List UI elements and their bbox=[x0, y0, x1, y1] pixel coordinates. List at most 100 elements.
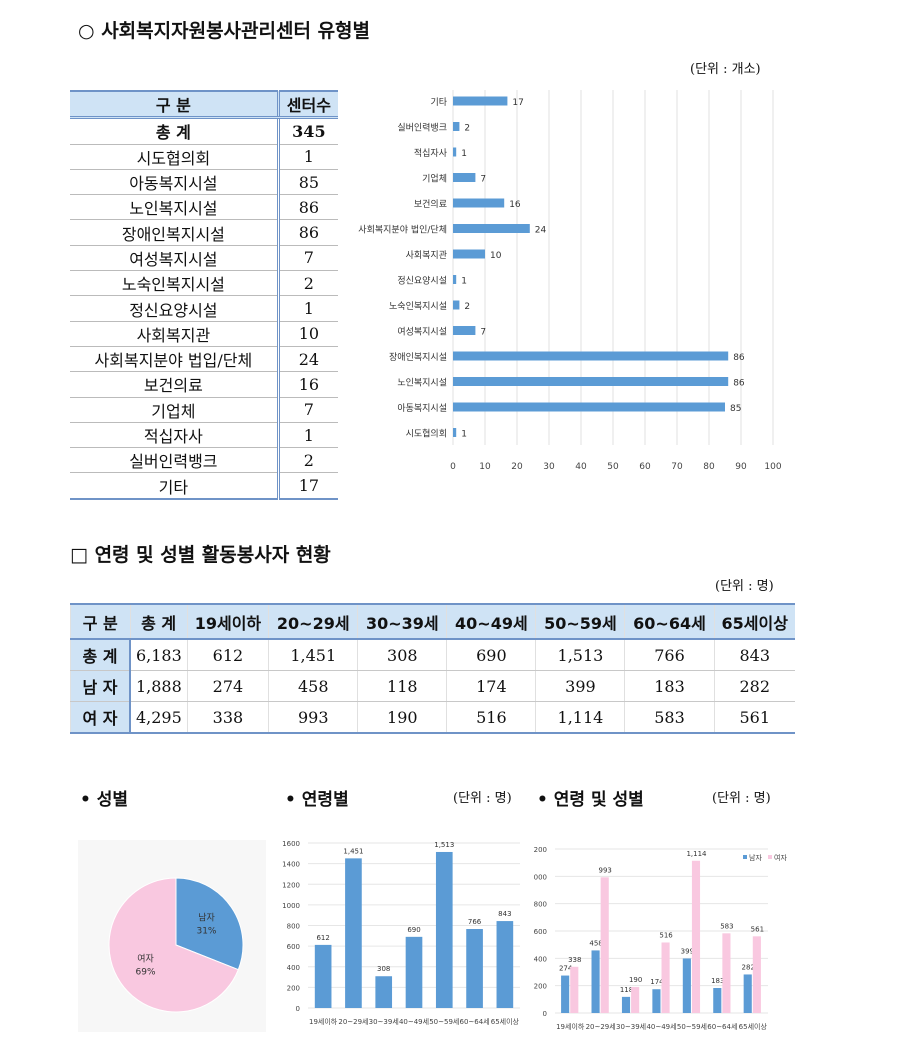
gender-subhead: • 성별 bbox=[80, 790, 129, 810]
table-row: 남 자 1,888 274 458 118 174 399 183 282 bbox=[70, 670, 795, 702]
bar bbox=[713, 987, 722, 1013]
y-tick-label: 1000 bbox=[533, 873, 547, 881]
x-tick-label: 30~39세 bbox=[616, 1022, 646, 1031]
data-label: 561 bbox=[751, 925, 764, 933]
x-tick-label: 50 bbox=[607, 462, 619, 472]
slice-label: 남자 bbox=[198, 912, 215, 923]
data-label: 1,513 bbox=[434, 841, 454, 849]
y-tick-label: 200 bbox=[287, 984, 300, 992]
table-cell: 86 bbox=[276, 219, 338, 246]
y-tick-label: 200 bbox=[534, 983, 547, 991]
bar bbox=[752, 936, 761, 1013]
table-cell: 총 계 bbox=[129, 603, 188, 640]
data-label: 183 bbox=[711, 977, 724, 985]
data-label: 190 bbox=[629, 976, 642, 984]
bar bbox=[743, 974, 752, 1013]
table-cell: 노인복지시설 bbox=[70, 194, 279, 221]
x-tick-label: 20~29세 bbox=[586, 1022, 616, 1031]
y-tick-label: 600 bbox=[534, 928, 547, 936]
bar bbox=[453, 351, 729, 361]
y-tick-label: 800 bbox=[287, 923, 300, 931]
bar bbox=[453, 198, 505, 208]
y-tick-label: 800 bbox=[534, 901, 547, 909]
table-cell: 1,513 bbox=[535, 639, 625, 671]
table-row: 총 계 6,183 612 1,451 308 690 1,513 766 843 bbox=[70, 639, 795, 671]
data-label: 282 bbox=[742, 963, 755, 971]
data-label: 7 bbox=[480, 175, 486, 185]
table-cell: 282 bbox=[713, 670, 795, 702]
y-tick-label: 1000 bbox=[282, 902, 300, 910]
table-cell: 20~29세 bbox=[268, 603, 358, 640]
x-tick-label: 80 bbox=[703, 462, 715, 472]
age-gender-unit: (단위 : 명) bbox=[712, 791, 771, 806]
table-cell: 17 bbox=[276, 472, 338, 500]
table-cell: 구 분 bbox=[70, 90, 279, 120]
x-tick-label: 60 bbox=[639, 462, 651, 472]
data-label: 85 bbox=[730, 404, 741, 414]
x-tick-label: 30~39세 bbox=[369, 1017, 399, 1026]
x-tick-label: 40 bbox=[575, 462, 587, 472]
table-row: 아동복지시설 85 bbox=[70, 169, 338, 196]
table-cell: 2 bbox=[276, 270, 338, 297]
table-row: 장애인복지시설 86 bbox=[70, 219, 338, 246]
table-cell: 기타 bbox=[70, 472, 279, 500]
bar bbox=[435, 851, 453, 1008]
category-label: 아동복지시설 bbox=[397, 403, 447, 414]
bar bbox=[453, 428, 457, 437]
bar bbox=[453, 402, 725, 412]
table-cell: 766 bbox=[624, 639, 715, 671]
table-cell: 19세이하 bbox=[186, 603, 269, 640]
y-tick-label: 400 bbox=[287, 964, 300, 972]
data-label: 174 bbox=[650, 978, 664, 986]
table-cell: 86 bbox=[276, 194, 338, 221]
table-cell: 612 bbox=[186, 639, 269, 671]
category-label: 실버인력뱅크 bbox=[397, 122, 447, 134]
x-tick-label: 10 bbox=[479, 462, 491, 472]
table-cell: 40~49세 bbox=[446, 603, 536, 640]
x-tick-label: 19세이하 bbox=[309, 1017, 338, 1026]
x-tick-label: 50~59세 bbox=[677, 1022, 707, 1031]
legend-label: 남자 bbox=[749, 853, 762, 862]
table-cell: 24 bbox=[276, 346, 338, 373]
y-tick-label: 1600 bbox=[282, 840, 300, 848]
table-row: 총 계 345 bbox=[70, 117, 338, 145]
bar bbox=[496, 921, 514, 1008]
data-label: 1 bbox=[461, 149, 467, 159]
legend-swatch bbox=[768, 855, 772, 859]
table-cell: 2 bbox=[276, 447, 338, 474]
table-cell: 남 자 bbox=[70, 670, 131, 702]
table-cell: 노숙인복지시설 bbox=[70, 270, 279, 297]
table-row: 기타 17 bbox=[70, 472, 338, 500]
category-label: 정신요양시설 bbox=[397, 276, 447, 287]
x-tick-label: 65세이상 bbox=[739, 1022, 768, 1031]
category-label: 기업체 bbox=[422, 174, 447, 185]
table-cell: 190 bbox=[357, 701, 447, 734]
category-label: 보건의료 bbox=[414, 199, 447, 210]
table-row: 노인복지시설 86 bbox=[70, 194, 338, 221]
bar bbox=[453, 275, 457, 284]
table-row: 적십자사 1 bbox=[70, 422, 338, 449]
data-label: 1,114 bbox=[686, 850, 707, 858]
table-cell: 총 계 bbox=[70, 639, 131, 671]
table-cell: 30~39세 bbox=[357, 603, 447, 640]
table-row: 여성복지시설 7 bbox=[70, 245, 338, 272]
data-label: 118 bbox=[620, 986, 633, 994]
category-label: 사회복지분야 법인/단체 bbox=[358, 225, 447, 236]
bar bbox=[453, 173, 476, 182]
data-label: 2 bbox=[464, 124, 470, 134]
category-label: 적십자사 bbox=[414, 147, 448, 159]
bar bbox=[453, 300, 460, 310]
section2-title: □ 연령 및 성별 활동봉사자 현황 bbox=[70, 544, 331, 566]
category-label: 시도협의회 bbox=[406, 428, 447, 440]
table-row: 실버인력뱅크 2 bbox=[70, 447, 338, 474]
data-label: 993 bbox=[599, 866, 612, 874]
table-cell: 118 bbox=[357, 670, 447, 702]
table-row: 노숙인복지시설 2 bbox=[70, 270, 338, 297]
bar bbox=[453, 377, 729, 386]
legend-label: 여자 bbox=[774, 853, 787, 862]
table-cell: 보건의료 bbox=[70, 371, 279, 398]
data-label: 1,451 bbox=[343, 847, 363, 855]
data-label: 10 bbox=[490, 251, 502, 261]
y-tick-label: 1200 bbox=[533, 846, 547, 854]
